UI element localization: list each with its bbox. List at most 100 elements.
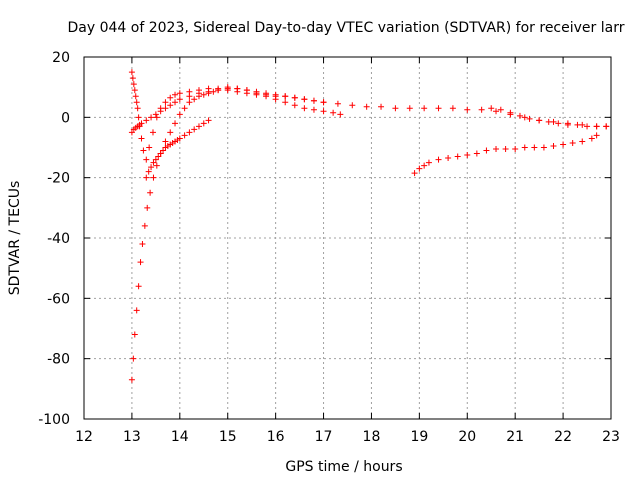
data-point xyxy=(205,90,212,97)
data-point xyxy=(137,259,144,266)
data-point xyxy=(176,96,183,103)
y-tick-label: 20 xyxy=(52,50,70,66)
series-arc-3 xyxy=(128,85,327,383)
data-point xyxy=(128,69,135,76)
data-point xyxy=(243,87,250,94)
y-tick-label: -40 xyxy=(47,231,70,247)
data-point xyxy=(224,85,231,92)
x-tick-label: 13 xyxy=(123,429,141,445)
data-point xyxy=(263,90,270,97)
data-point xyxy=(215,87,222,94)
data-point xyxy=(421,105,428,112)
data-point xyxy=(593,123,600,130)
data-point xyxy=(416,165,423,172)
data-marks xyxy=(128,69,610,383)
data-point xyxy=(145,168,152,175)
data-point xyxy=(176,111,183,118)
data-point xyxy=(378,103,385,110)
data-point xyxy=(411,170,418,177)
data-point xyxy=(282,93,289,100)
data-point xyxy=(253,88,260,95)
data-point xyxy=(176,90,183,97)
x-tick-label: 16 xyxy=(267,429,285,445)
data-point xyxy=(153,162,160,169)
data-point xyxy=(129,75,136,82)
data-point xyxy=(152,111,159,118)
data-point xyxy=(135,114,142,121)
data-point xyxy=(128,376,135,383)
x-tick-label: 14 xyxy=(171,429,189,445)
data-point xyxy=(234,85,241,92)
data-point xyxy=(143,117,150,124)
data-point xyxy=(337,111,344,118)
data-point xyxy=(138,135,145,142)
data-point xyxy=(349,102,356,109)
data-point xyxy=(310,106,317,113)
data-point xyxy=(139,241,146,248)
data-point xyxy=(545,118,552,125)
data-point xyxy=(320,108,327,115)
data-point xyxy=(421,162,428,169)
data-point xyxy=(291,102,298,109)
data-point xyxy=(488,105,495,112)
data-point xyxy=(526,115,533,122)
data-point xyxy=(167,102,174,109)
data-point xyxy=(143,174,150,181)
data-point xyxy=(172,91,179,98)
data-point xyxy=(130,81,137,88)
data-point xyxy=(191,96,198,103)
data-point xyxy=(146,144,153,151)
data-point xyxy=(320,99,327,106)
data-point xyxy=(512,146,519,153)
data-point xyxy=(550,142,557,149)
data-point xyxy=(502,146,509,153)
x-tick-label: 19 xyxy=(410,429,428,445)
x-tick-label: 20 xyxy=(458,429,476,445)
data-point xyxy=(195,93,202,100)
data-point xyxy=(272,91,279,98)
data-point xyxy=(186,93,193,100)
data-point xyxy=(143,156,150,163)
data-point xyxy=(521,144,528,151)
chart-title: Day 044 of 2023, Sidereal Day-to-day VTE… xyxy=(68,20,625,36)
data-point xyxy=(138,120,145,127)
data-point xyxy=(130,355,137,362)
data-point xyxy=(493,108,500,115)
data-point xyxy=(392,105,399,112)
data-point xyxy=(497,106,504,113)
data-point xyxy=(140,147,147,154)
data-point xyxy=(172,120,179,127)
data-point xyxy=(186,129,193,136)
data-point xyxy=(134,105,141,112)
x-tick-label: 12 xyxy=(75,429,93,445)
x-tick-label: 17 xyxy=(315,429,333,445)
data-point xyxy=(205,117,212,124)
series-arc-4 xyxy=(143,117,212,181)
data-point xyxy=(176,135,183,142)
y-axis-label: SDTVAR / TECUs xyxy=(7,181,23,296)
data-point xyxy=(181,132,188,139)
data-point xyxy=(406,105,413,112)
series-arc-1 xyxy=(128,69,610,163)
data-point xyxy=(564,121,571,128)
data-point xyxy=(473,150,480,157)
data-point xyxy=(148,164,155,171)
data-point xyxy=(210,88,217,95)
data-point xyxy=(148,114,155,121)
axis-ticks: 12 13 14 15 16 17 18 19 20 21 22 23 -100 -80 -60 -40 -20… xyxy=(38,50,620,445)
data-point xyxy=(157,108,164,115)
data-point xyxy=(334,100,341,107)
data-point xyxy=(560,141,567,148)
data-point xyxy=(363,103,370,110)
data-point xyxy=(521,114,528,121)
data-point xyxy=(162,105,169,112)
x-tick-label: 15 xyxy=(219,429,237,445)
data-point xyxy=(330,109,337,116)
data-point xyxy=(483,147,490,154)
data-point xyxy=(454,153,461,160)
data-point xyxy=(425,159,432,166)
y-tick-label: 0 xyxy=(61,110,70,126)
data-point xyxy=(464,106,471,113)
x-tick-label: 18 xyxy=(363,429,381,445)
